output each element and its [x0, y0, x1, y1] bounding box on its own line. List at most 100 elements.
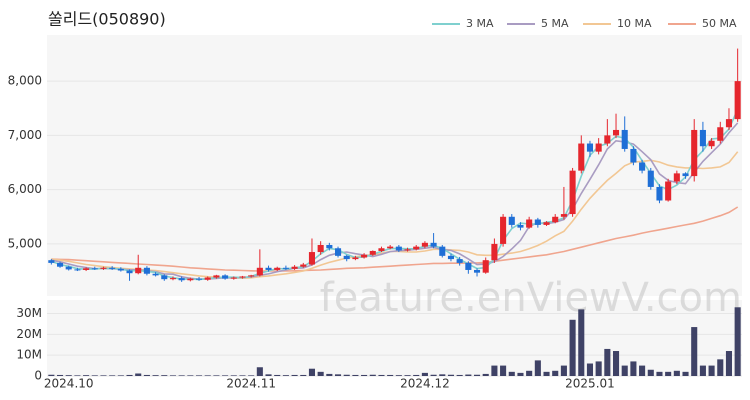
volume-bar: [656, 371, 663, 376]
x-tick-label: 2024.10: [44, 377, 94, 391]
volume-bar: [612, 351, 620, 376]
candle-body: [169, 278, 177, 280]
candle-body: [447, 255, 455, 260]
volume-panel: [47, 300, 742, 376]
volume-bar: [491, 365, 498, 376]
y-tick-label: 6,000: [8, 182, 42, 196]
candle-body: [369, 250, 376, 255]
candle-body: [195, 278, 203, 280]
candle-body: [135, 267, 142, 274]
volume-bar: [222, 375, 229, 376]
y-tick-label: 5,000: [8, 236, 42, 250]
candle-body: [300, 264, 307, 267]
volume-bar: [456, 374, 463, 376]
candle-body: [265, 267, 272, 270]
candle-body: [48, 260, 55, 263]
candle-body: [717, 127, 724, 141]
candle-body: [604, 135, 611, 144]
candle-body: [665, 181, 672, 201]
volume-bar: [447, 374, 455, 376]
volume-bar: [439, 374, 446, 376]
candle-body: [378, 248, 385, 251]
volume-bar: [65, 375, 72, 376]
candle-body: [361, 254, 368, 258]
volume-bar: [83, 375, 90, 376]
candle-body: [248, 275, 255, 277]
candle-body: [317, 244, 324, 253]
volume-bar: [74, 375, 81, 376]
volume-bar: [91, 375, 98, 376]
volume-bar: [282, 375, 289, 376]
volume-bar: [578, 309, 585, 376]
candle-body: [291, 266, 298, 269]
candle-body: [387, 246, 394, 249]
candle-body: [143, 267, 150, 274]
candle-body: [404, 249, 411, 251]
y-tick-label: 8,000: [8, 74, 42, 88]
candle-body: [552, 216, 559, 223]
volume-bar: [135, 373, 142, 376]
volume-bar: [187, 375, 194, 376]
volume-bar: [665, 371, 672, 376]
volume-bar: [126, 374, 133, 376]
volume-bar: [317, 371, 324, 376]
y-tick-label: 7,000: [8, 128, 42, 142]
candle-body: [430, 242, 437, 247]
candle-body: [274, 267, 281, 270]
y-tick-label: 0: [34, 369, 42, 383]
candle-body: [282, 267, 289, 269]
volume-bar: [621, 365, 628, 376]
volume-bar: [517, 372, 524, 376]
volume-bar: [56, 374, 64, 376]
volume-bar: [161, 375, 168, 376]
candle-body: [526, 219, 533, 228]
volume-bar: [413, 374, 420, 376]
candle-body: [65, 266, 72, 270]
candle-body: [352, 257, 359, 260]
volume-bar: [421, 372, 428, 376]
candle-body: [109, 267, 116, 269]
candle-body: [456, 259, 463, 263]
volume-bar: [334, 374, 342, 376]
volume-bar: [265, 374, 272, 376]
candle-body: [673, 173, 680, 182]
price-panel: [47, 35, 742, 296]
legend-label: 3 MA: [466, 17, 494, 30]
volume-bar: [708, 365, 715, 376]
volume-bar: [300, 374, 307, 376]
volume-bar: [109, 375, 116, 376]
candle-body: [534, 219, 541, 225]
candle-body: [500, 216, 507, 244]
x-tick-label: 2025.01: [565, 377, 615, 391]
chart-title: 쏠리드(050890): [48, 10, 166, 29]
volume-bar: [560, 365, 567, 376]
volume-bar: [274, 374, 281, 376]
candle-body: [256, 267, 263, 276]
candle-body: [630, 148, 637, 163]
volume-bar: [630, 361, 637, 376]
volume-bar: [352, 374, 359, 376]
candle-body: [161, 275, 168, 280]
candle-body: [230, 277, 237, 279]
volume-bar: [361, 374, 368, 376]
candle-body: [178, 278, 185, 281]
candle-body: [239, 276, 246, 278]
candle-body: [682, 173, 689, 177]
candle-body: [543, 222, 550, 225]
candle-body: [586, 143, 594, 152]
volume-bar: [639, 365, 646, 376]
candle-body: [656, 186, 663, 201]
candle-body: [482, 260, 489, 273]
candle-body: [326, 244, 333, 249]
volume-bar: [256, 367, 263, 376]
candle-body: [473, 269, 481, 273]
volume-bar: [239, 375, 246, 376]
volume-bar: [552, 370, 559, 376]
candle-body: [421, 242, 428, 247]
volume-bar: [673, 370, 680, 376]
volume-bar: [534, 360, 541, 376]
volume-bar: [100, 375, 107, 376]
candle-body: [334, 248, 342, 256]
volume-bar: [404, 375, 411, 376]
